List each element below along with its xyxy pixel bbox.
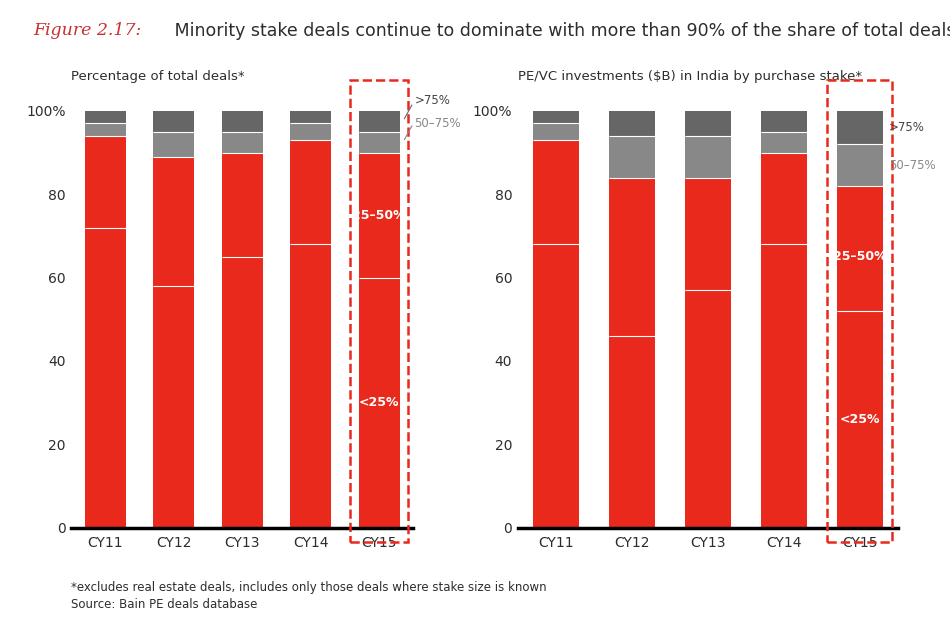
Bar	[290, 123, 332, 140]
Bar	[290, 111, 332, 123]
Text: Minority stake deals continue to dominate with more than 90% of the share of tot: Minority stake deals continue to dominat…	[169, 22, 950, 40]
Bar	[85, 123, 126, 136]
Bar	[153, 111, 195, 132]
Bar	[533, 244, 579, 528]
Text: 50–75%: 50–75%	[414, 117, 462, 130]
Text: PE/VC investments ($B) in India by purchase stake*: PE/VC investments ($B) in India by purch…	[518, 70, 862, 84]
Text: <25%: <25%	[840, 413, 880, 426]
Bar	[685, 290, 731, 528]
Bar	[153, 157, 195, 286]
Bar	[358, 111, 400, 132]
Bar	[533, 123, 579, 140]
Bar	[153, 286, 195, 528]
Bar	[533, 140, 579, 244]
Bar	[290, 244, 332, 528]
Text: >75%: >75%	[414, 94, 450, 107]
Text: Source: Bain PE deals database: Source: Bain PE deals database	[71, 598, 257, 611]
Bar	[290, 140, 332, 244]
Bar	[221, 111, 263, 132]
Bar	[358, 278, 400, 528]
Bar	[609, 178, 655, 336]
Bar	[221, 132, 263, 153]
Bar	[827, 80, 892, 542]
Text: >75%: >75%	[888, 121, 924, 134]
Bar	[609, 336, 655, 528]
Text: 25–50%: 25–50%	[352, 208, 406, 222]
Text: <25%: <25%	[359, 396, 399, 409]
Bar	[685, 111, 731, 136]
Bar	[221, 257, 263, 528]
Bar	[837, 186, 883, 311]
Bar	[609, 136, 655, 178]
Bar	[221, 153, 263, 257]
Bar	[685, 136, 731, 178]
Text: 50–75%: 50–75%	[888, 158, 935, 171]
Bar	[837, 311, 883, 528]
Bar	[837, 111, 883, 144]
Text: 25–50%: 25–50%	[833, 250, 886, 263]
Bar	[85, 227, 126, 528]
Bar	[153, 132, 195, 157]
Bar	[761, 111, 807, 132]
Bar	[85, 136, 126, 227]
Text: Figure 2.17:: Figure 2.17:	[33, 22, 142, 39]
Bar	[685, 178, 731, 290]
Bar	[609, 111, 655, 136]
Text: Percentage of total deals*: Percentage of total deals*	[71, 70, 245, 84]
Bar	[358, 153, 400, 278]
Bar	[85, 111, 126, 123]
Text: *excludes real estate deals, includes only those deals where stake size is known: *excludes real estate deals, includes on…	[71, 581, 547, 594]
Bar	[761, 244, 807, 528]
Bar	[533, 111, 579, 123]
Bar	[761, 132, 807, 153]
Bar	[761, 153, 807, 244]
Bar	[350, 80, 408, 542]
Bar	[358, 132, 400, 153]
Bar	[837, 144, 883, 186]
